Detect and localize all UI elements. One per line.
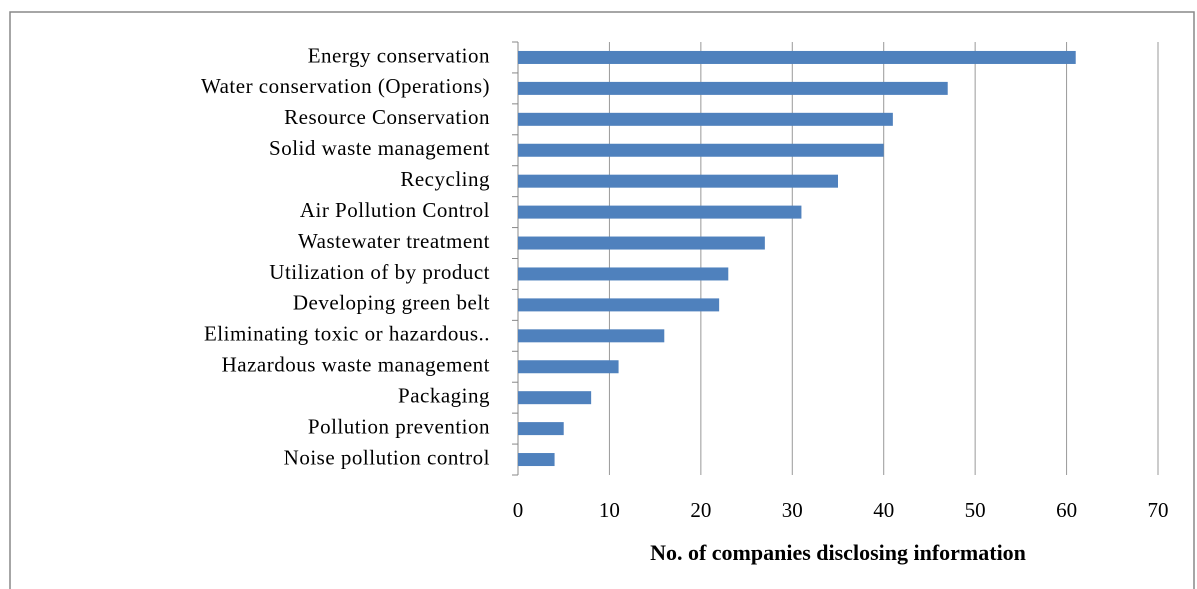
bar [518,453,555,467]
bar [518,205,802,219]
x-tick-label: 70 [1148,498,1169,522]
x-tick-label: 40 [873,498,894,522]
y-tick-label: Solid waste management [269,136,490,160]
x-tick-label: 50 [965,498,986,522]
y-tick-label: Noise pollution control [284,445,490,469]
x-axis-title: No. of companies disclosing information [650,540,1026,565]
y-tick-label: Packaging [398,383,490,407]
bar [518,391,592,405]
bar [518,50,1076,64]
x-tick-label: 20 [690,498,711,522]
bar [518,112,893,126]
x-tick-label: 0 [513,498,524,522]
bar [518,329,665,343]
bar [518,81,948,95]
frame [9,11,1195,589]
y-tick-label: Eliminating toxic or hazardous.. [204,322,490,346]
bar [518,360,619,374]
y-tick-label: Resource Conservation [284,105,490,129]
bar [518,267,729,281]
y-tick-label: Hazardous waste management [222,353,490,377]
y-tick-label: Utilization of by product [269,260,490,284]
x-tick-label: 30 [782,498,803,522]
y-tick-label: Recycling [400,167,490,191]
bar [518,298,720,312]
x-tick-label: 60 [1056,498,1077,522]
y-tick-label: Energy conservation [308,43,490,67]
y-tick-label: Air Pollution Control [300,198,490,222]
bar [518,174,838,188]
y-tick-label: Pollution prevention [308,414,490,438]
bar [518,236,765,250]
y-tick-label: Water conservation (Operations) [201,74,490,98]
y-tick-label: Wastewater treatment [298,229,490,253]
y-tick-label: Developing green belt [293,291,490,315]
x-tick-label: 10 [599,498,620,522]
bar [518,143,884,157]
bar [518,422,564,436]
